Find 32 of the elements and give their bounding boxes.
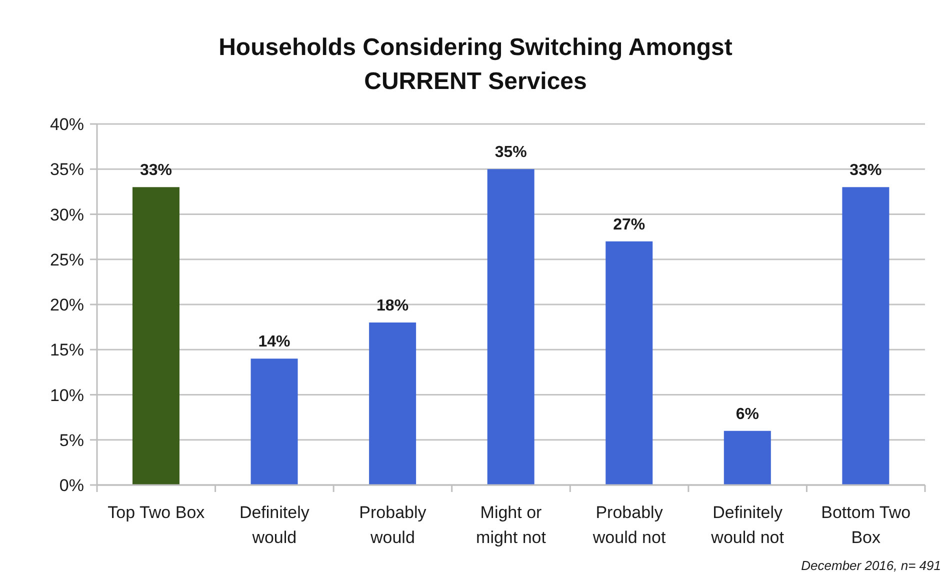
x-tick-label: Top Two Box (108, 503, 206, 522)
y-tick-label: 40% (50, 115, 84, 134)
x-tick-label: Probably would not (592, 503, 666, 547)
bar (606, 241, 653, 485)
x-tick-label: Definitely would (239, 503, 310, 547)
y-tick-label: 15% (50, 340, 84, 360)
bar (487, 169, 534, 485)
data-label: 35% (494, 144, 527, 162)
chart-title: Households Considering Switching Amongst CURRENT Services (218, 33, 734, 97)
text: December 2016, n= 491 (801, 558, 941, 573)
data-label: 27% (613, 216, 646, 234)
bar (842, 187, 890, 485)
y-tick-label: 20% (50, 296, 84, 315)
data-label: 18% (376, 298, 409, 315)
y-tick-label: 30% (50, 205, 84, 224)
y-tick-label: 35% (50, 160, 84, 180)
data-label: 6% (736, 406, 759, 423)
y-tick-label: 5% (59, 430, 84, 450)
x-tick-label: Might or might not (476, 503, 546, 547)
x-tick-label: Definitely would not (710, 503, 784, 547)
bar (369, 322, 416, 485)
bar (250, 358, 298, 485)
bar (724, 430, 771, 485)
data-label: 14% (258, 334, 290, 351)
bar (132, 187, 180, 485)
y-tick-label: 0% (59, 476, 84, 496)
y-tick-label: 10% (50, 386, 84, 405)
data-label: 33% (850, 162, 882, 180)
y-tick-label: 25% (50, 250, 84, 270)
data-label: 33% (140, 162, 172, 180)
x-tick-label: Probably would (359, 503, 427, 547)
x-tick-label: Bottom Two Box (821, 503, 911, 547)
